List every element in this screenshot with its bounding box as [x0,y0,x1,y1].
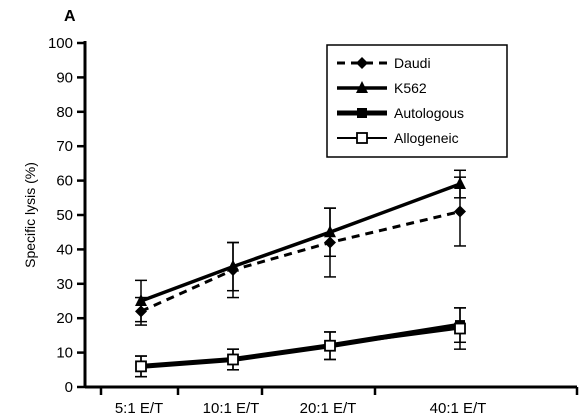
y-tick-label: 10 [56,345,73,362]
panel-label: A [64,8,76,25]
y-tick-label: 70 [56,138,73,155]
y-tick-label: 80 [56,104,73,121]
series-allogeneic [135,307,466,378]
y-tick-label: 60 [56,173,73,190]
y-axis-title: Specific lysis (%) [22,162,38,268]
series-k562 [135,169,466,323]
series-line [140,210,461,313]
series-autologous [135,307,466,378]
x-tick-label: 5:1 E/T [115,400,163,417]
y-tick-label: 100 [48,35,73,52]
data-point [227,259,239,272]
y-tick-label: 0 [65,379,73,396]
data-point [324,339,336,352]
y-tick-label: 50 [56,207,73,224]
legend-marker [356,132,368,144]
data-point [454,205,466,218]
legend-marker [356,57,368,69]
y-tick-label: 20 [56,310,73,327]
series-line [140,327,461,368]
legend-marker [357,108,367,118]
legend: Daudi K562 Autologous Allogeneic [326,44,508,158]
series-line [140,182,461,303]
x-tick-label: 20:1 E/T [300,400,357,417]
data-point [227,353,239,366]
y-tick-label: 40 [56,241,73,258]
legend-label: K562 [394,80,427,96]
legend-marker [356,81,368,93]
data-point [135,294,147,306]
legend-label: Daudi [394,55,431,71]
y-tick-label: 90 [56,69,73,86]
x-tick-label: 10:1 E/T [203,400,260,417]
data-point [324,225,336,238]
data-point [454,177,466,190]
legend-label: Allogeneic [394,130,459,146]
y-tick-label: 30 [56,276,73,293]
series-line [140,322,461,369]
x-tick-label: 40:1 E/T [430,400,487,417]
legend-label: Autologous [394,105,464,121]
data-point [454,322,466,335]
data-point [135,360,147,373]
